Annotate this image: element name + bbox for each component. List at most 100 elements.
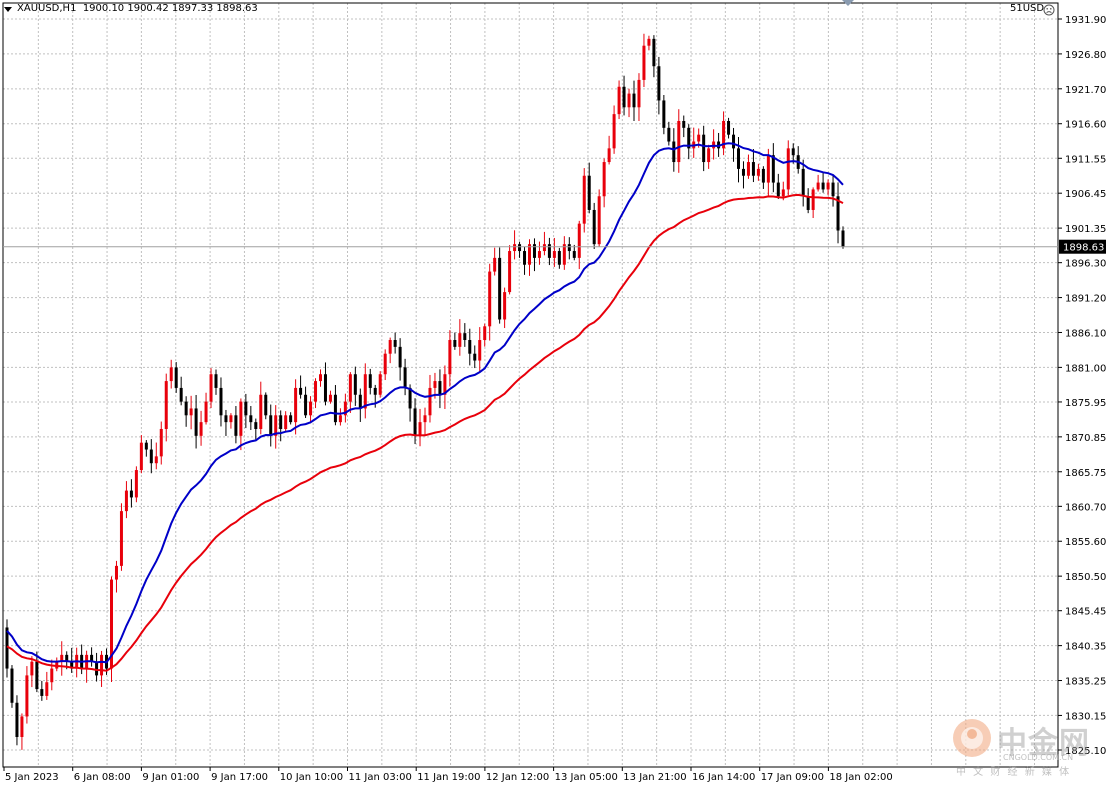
candle-body (483, 326, 487, 341)
y-tick-label: 1875.95 (1065, 398, 1106, 409)
candle-body (607, 148, 611, 163)
candle-body (652, 38, 656, 67)
candle-body (547, 244, 551, 258)
candle-body (15, 702, 19, 737)
candle-body (632, 93, 636, 108)
candle-body (403, 367, 407, 388)
candle-body (154, 456, 158, 464)
candle-body (323, 374, 327, 402)
candle-body (682, 120, 686, 128)
candle-body (687, 127, 691, 149)
candle-body (45, 682, 49, 696)
candle-body (40, 689, 44, 696)
candle-body (90, 654, 94, 662)
candle-body (30, 661, 34, 676)
candle-body (363, 374, 367, 409)
dropdown-triangle-icon[interactable] (4, 7, 12, 12)
candle-body (149, 449, 153, 464)
candle-body (393, 340, 397, 347)
candle-body (378, 374, 382, 395)
candle-body (672, 141, 676, 163)
candle-body (110, 579, 113, 669)
ma-slow-line (6, 193, 844, 672)
candle-body (174, 367, 178, 388)
candle-body (368, 374, 372, 388)
candle-body (488, 271, 492, 327)
candle-body (518, 244, 522, 252)
y-tick-label: 1911.55 (1065, 154, 1106, 165)
candle-body (503, 292, 507, 320)
candle-body (811, 189, 815, 210)
candle-body (508, 251, 512, 293)
candle-body (841, 230, 845, 247)
candle-body (537, 251, 541, 258)
candle-body (269, 415, 273, 436)
candle-body (164, 381, 168, 429)
candle-body (478, 340, 482, 361)
candle-body (532, 244, 536, 258)
candle-body (781, 189, 785, 197)
x-tick-label: 11 Jan 03:00 (349, 772, 412, 783)
candle-body (557, 251, 561, 265)
candle-body (677, 120, 681, 163)
candle-body (756, 168, 760, 176)
candle-body (592, 209, 596, 245)
candle-body (35, 661, 39, 690)
y-tick-label: 1865.75 (1065, 468, 1106, 479)
candle-body (10, 668, 14, 703)
candle-body (776, 182, 780, 197)
candle-body (224, 415, 228, 423)
x-tick-label: 11 Jan 19:00 (417, 772, 480, 783)
smiley-icon (1043, 4, 1055, 16)
candle-body (657, 66, 661, 101)
y-tick-label: 1926.80 (1065, 50, 1106, 61)
x-tick-label: 9 Jan 17:00 (211, 772, 268, 783)
candle-body (309, 401, 313, 416)
y-tick-label: 1901.35 (1065, 224, 1106, 235)
candle-body (627, 93, 631, 108)
candle-body (144, 442, 148, 450)
candle-body (95, 661, 99, 676)
candle-body (239, 401, 243, 436)
candle-body (562, 244, 566, 265)
y-tick-label: 1855.60 (1065, 537, 1106, 548)
candle-body (413, 408, 417, 436)
candle-body (189, 408, 193, 416)
y-tick-label: 1886.10 (1065, 328, 1106, 339)
y-tick-label: 1850.50 (1065, 572, 1106, 583)
candle-body (299, 387, 303, 395)
candle-body (443, 374, 447, 395)
candle-body (751, 162, 755, 176)
candle-body (458, 333, 462, 347)
symbol-label: XAUUSD,H1 (17, 3, 77, 14)
candle-body (328, 394, 332, 402)
candle-body (542, 244, 546, 252)
candle-body (139, 442, 143, 471)
candle-body (766, 155, 770, 183)
candle-body (358, 394, 362, 409)
candle-body (722, 120, 726, 149)
candle-body (199, 422, 203, 436)
candle-body (60, 654, 64, 662)
candle-body (304, 394, 308, 416)
candle-body (647, 38, 651, 46)
candle-body (129, 490, 133, 498)
y-tick-label: 1840.35 (1065, 642, 1106, 653)
candle-body (219, 387, 223, 416)
candle-body (572, 251, 576, 258)
candle-body (134, 470, 138, 498)
candle-body (468, 340, 472, 354)
x-tick-label: 17 Jan 09:00 (761, 772, 824, 783)
candle-body (567, 244, 571, 252)
candle-body (473, 353, 477, 361)
account-label: 51USD (1010, 3, 1045, 14)
y-tick-label: 1906.45 (1065, 189, 1106, 200)
current-price-label: 1898.63 (1063, 243, 1104, 254)
candle-body (637, 79, 641, 108)
scroll-position-icon[interactable] (842, 0, 854, 6)
candle-body (209, 374, 213, 402)
candle-body (348, 374, 352, 402)
candle-body (732, 134, 736, 149)
